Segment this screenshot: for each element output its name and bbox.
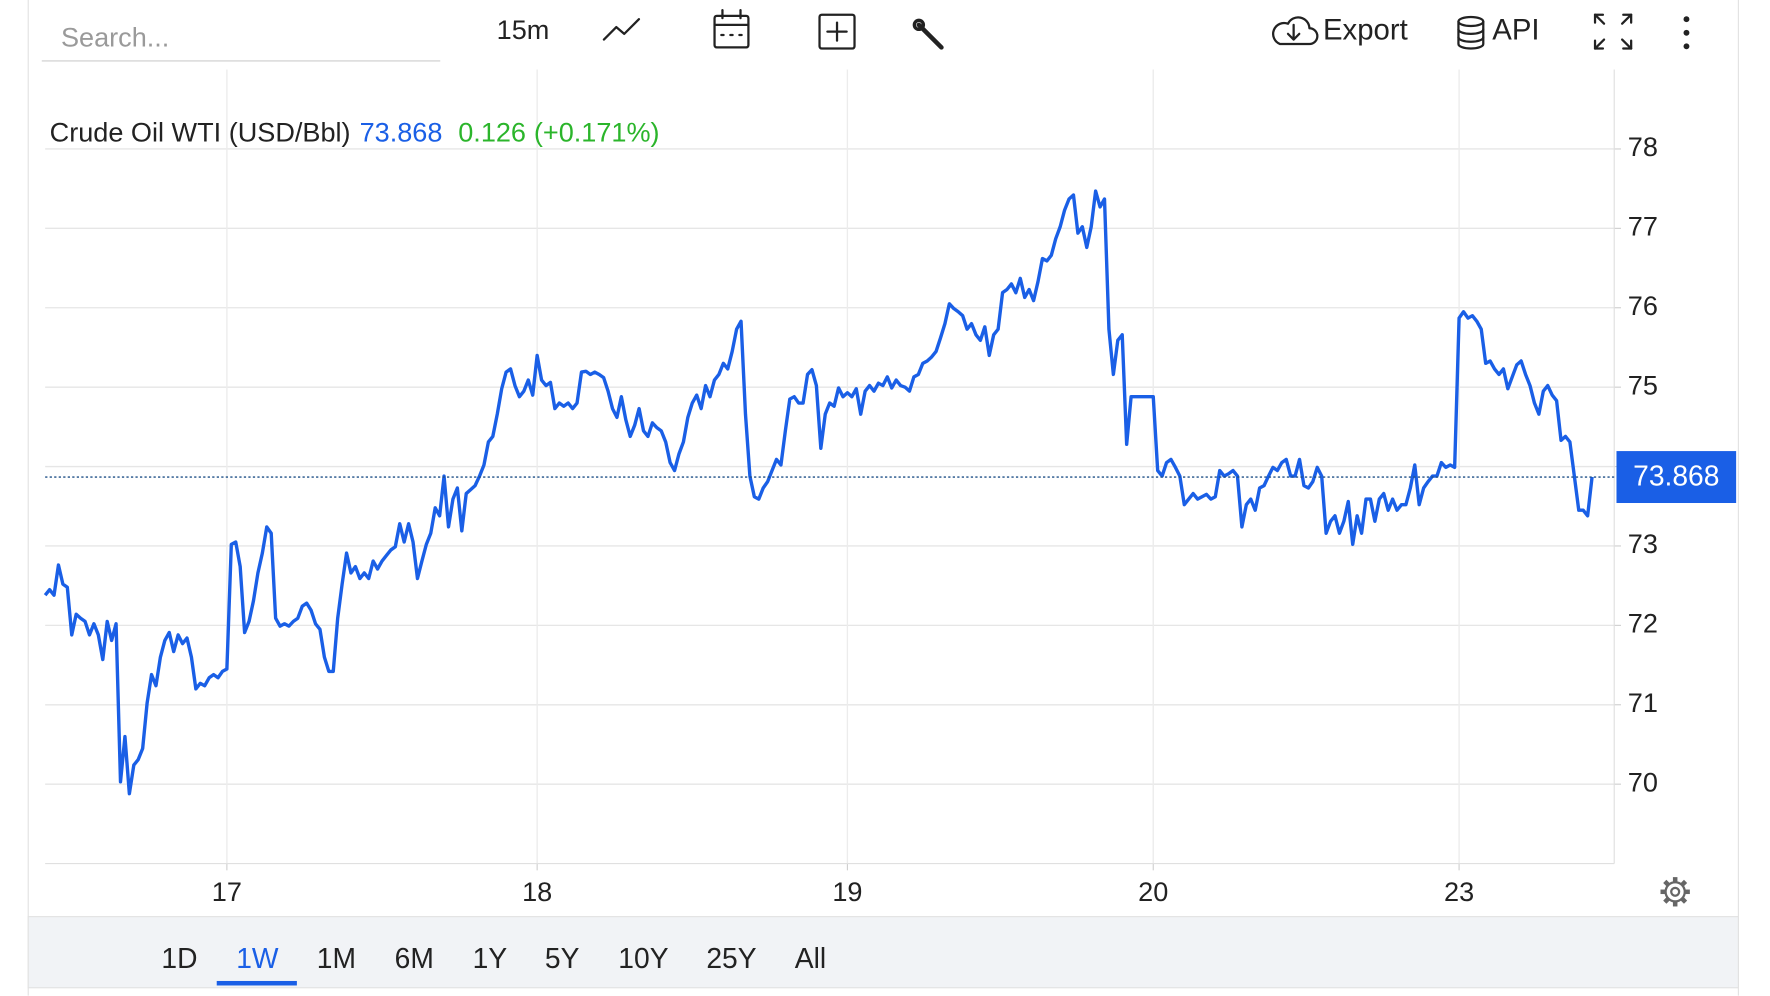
- calendar-icon[interactable]: [713, 9, 750, 49]
- api-button[interactable]: API: [1492, 13, 1539, 46]
- range-button[interactable]: 1W: [236, 942, 279, 974]
- y-tick-label: 75: [1628, 369, 1658, 400]
- plot-area: 707172737475767778171819202373.868: [43, 69, 1737, 907]
- x-tick-label: 17: [212, 876, 242, 907]
- chart-settings-icon[interactable]: [1660, 877, 1690, 907]
- y-tick-label: 77: [1628, 211, 1658, 242]
- last-price-tag: [1616, 451, 1737, 504]
- x-tick-label: 19: [832, 876, 862, 907]
- export-button[interactable]: Export: [1323, 13, 1408, 46]
- range-selector: 1D 1W 1M 6M 1Y 5Y 10Y 25Y All: [161, 942, 826, 986]
- x-tick-label: 20: [1138, 876, 1168, 907]
- y-tick-label: 76: [1628, 290, 1658, 321]
- x-tick-label: 23: [1444, 876, 1474, 907]
- export-icon[interactable]: [1272, 16, 1319, 46]
- range-selected-underline: [216, 980, 297, 986]
- price-change: 0.126: [458, 117, 526, 148]
- api-icon[interactable]: [1457, 15, 1485, 50]
- range-bar: [27, 916, 1739, 989]
- range-button[interactable]: All: [795, 942, 826, 974]
- settings-wrench-icon[interactable]: [912, 18, 944, 50]
- range-button[interactable]: 6M: [395, 942, 434, 974]
- range-button[interactable]: 1M: [317, 942, 356, 974]
- chart-header-text: Crude Oil WTI (USD/Bbl) 73.868 0.126 (+0.17…: [50, 117, 660, 148]
- y-tick-label: 78: [1628, 131, 1658, 162]
- range-button[interactable]: 10Y: [618, 942, 668, 974]
- y-tick-label: 72: [1628, 608, 1658, 639]
- instrument-title: Crude Oil WTI (USD/Bbl): [50, 117, 351, 148]
- price-line: [43, 189, 1594, 796]
- range-button[interactable]: 1D: [161, 942, 197, 974]
- range-button[interactable]: 25Y: [706, 942, 756, 974]
- chart-header: Crude Oil WTI (USD/Bbl) 73.868 0.126 (+0.17…: [50, 117, 660, 148]
- interval-button[interactable]: 15m: [497, 14, 550, 45]
- chart-type-icon[interactable]: [602, 18, 641, 41]
- search-input[interactable]: Search...: [61, 22, 169, 53]
- fullscreen-icon[interactable]: [1593, 13, 1633, 50]
- more-menu-icon[interactable]: [1683, 16, 1690, 50]
- x-tick-label: 18: [522, 876, 552, 907]
- last-price-tag-label: 73.868: [1633, 460, 1719, 492]
- y-tick-label: 70: [1628, 766, 1658, 797]
- range-button[interactable]: 1Y: [473, 942, 508, 974]
- range-button[interactable]: 5Y: [545, 942, 580, 974]
- y-tick-label: 73: [1628, 528, 1658, 559]
- price-change-percent: (+0.171%): [534, 117, 660, 148]
- last-price: 73.868: [360, 117, 443, 148]
- add-indicator-icon[interactable]: [818, 13, 856, 50]
- y-tick-label: 71: [1628, 687, 1658, 718]
- toolbar: Search... 15m Export API: [41, 9, 1690, 62]
